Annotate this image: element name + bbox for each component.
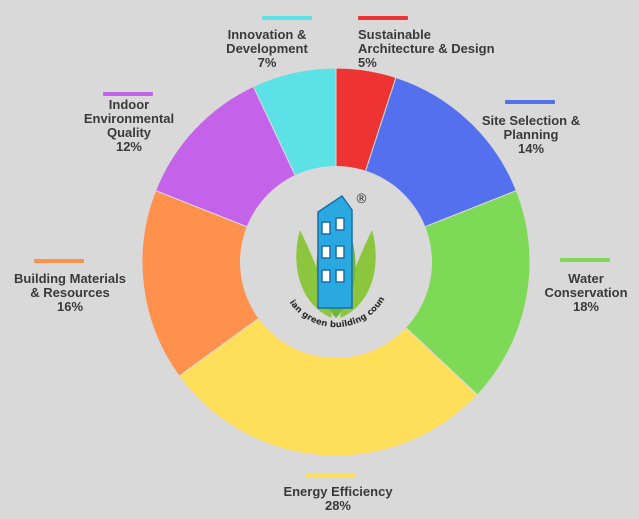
slice-label-line: Site Selection & <box>481 113 581 128</box>
legend-bar-0 <box>358 16 408 20</box>
logo-window-1 <box>335 217 345 231</box>
logo-window-5 <box>335 269 345 283</box>
slice-2 <box>335 189 531 396</box>
logo-window-0 <box>321 221 331 235</box>
slice-label-line: Architecture & Design <box>358 41 495 56</box>
slice-label-line: Energy Efficiency <box>283 484 393 499</box>
slice-value-label: 16% <box>56 299 84 314</box>
slice-value-label: 14% <box>517 141 545 156</box>
slice-label-line: Development <box>226 41 308 56</box>
logo-window-2 <box>321 245 331 259</box>
slice-label-0: Sustainable Architecture & Design 5% <box>358 28 495 70</box>
legend-bar-2 <box>560 258 610 262</box>
slice-label-3: Energy Efficiency 28% <box>283 485 392 513</box>
logo-windows <box>321 217 345 283</box>
slice-value-label: 7% <box>257 55 277 70</box>
slice-label-6: Innovation & Development 7% <box>226 28 308 70</box>
legend-bar-6 <box>262 16 312 20</box>
legend-bar-1 <box>505 100 555 104</box>
slice-label-line: Sustainable <box>358 27 431 42</box>
slice-label-line: Quality <box>106 125 152 140</box>
slice-label-line: Building Materials <box>14 271 126 286</box>
slice-label-5: Indoor Environmental Quality 12% <box>84 98 174 154</box>
slice-label-line: Indoor <box>108 97 150 112</box>
slice-label-line: Conservation <box>544 285 628 300</box>
slice-value-label: 12% <box>115 139 143 154</box>
slice-value-label: 18% <box>572 299 600 314</box>
slice-label-2: Water Conservation 18% <box>544 272 627 314</box>
legend-bar-5 <box>103 92 153 96</box>
legend-bar-3 <box>305 473 355 477</box>
slice-4 <box>141 189 338 377</box>
slice-3 <box>178 261 479 457</box>
slice-label-line: Planning <box>503 127 559 142</box>
slice-label-1: Site Selection & Planning 14% <box>482 114 580 156</box>
logo-registered-mark: ® <box>355 192 368 207</box>
logo-window-4 <box>321 269 331 283</box>
slice-value-label: 5% <box>358 55 377 70</box>
slice-label-line: Innovation & <box>227 27 307 42</box>
logo-window-3 <box>335 245 345 259</box>
slice-label-4: Building Materials & Resources 16% <box>14 272 126 314</box>
slice-label-line: & Resources <box>30 285 110 300</box>
slice-label-line: Environmental <box>83 111 175 126</box>
slice-value-label: 28% <box>324 498 352 513</box>
slice-label-line: Water <box>568 271 604 286</box>
legend-bar-4 <box>34 259 84 263</box>
